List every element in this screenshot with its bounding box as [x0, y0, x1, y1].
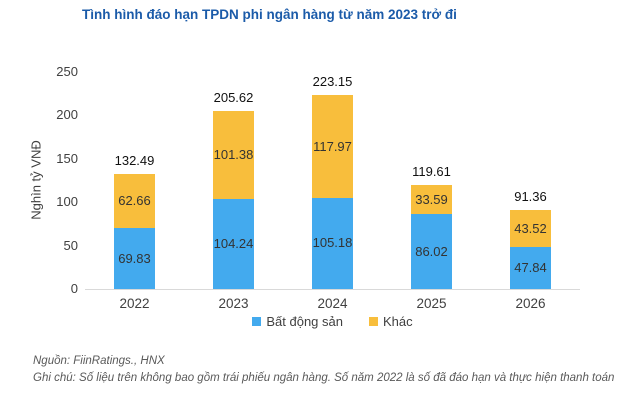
bar-segment-bat-dong-san [114, 228, 155, 289]
total-value-label: 119.61 [412, 164, 451, 180]
segment-value-label: 104.24 [213, 235, 254, 251]
legend-swatch-icon [368, 317, 378, 326]
segment-value-label: 69.83 [118, 250, 151, 266]
legend-label: Bất động sản [266, 314, 343, 329]
y-tick-label: 250 [56, 64, 78, 79]
segment-value-label: 86.02 [415, 243, 448, 259]
bar-segment-bat-dong-san [411, 214, 452, 289]
x-tick-label: 2026 [515, 296, 546, 311]
x-tick-label: 2023 [218, 296, 249, 311]
segment-value-label: 33.59 [415, 191, 448, 207]
bar-segment-bat-dong-san [510, 247, 551, 289]
legend-item: Bất động sản [252, 314, 343, 329]
segment-value-label: 117.97 [313, 138, 352, 154]
bar-segment-khac [510, 209, 551, 248]
segment-value-label: 105.18 [312, 235, 353, 251]
bar-segment-khac [411, 185, 452, 215]
total-value-label: 132.49 [114, 153, 155, 168]
total-value-label: 205.62 [213, 89, 254, 105]
legend-label: Khác [382, 314, 413, 329]
legend: Bất động sản Khác [85, 314, 580, 329]
chart-title: Tình hình đáo hạn TPDN phi ngân hàng từ … [82, 7, 457, 22]
segment-value-label: 43.52 [514, 220, 547, 236]
y-tick-label: 50 [63, 237, 78, 253]
bar-segment-bat-dong-san [312, 197, 353, 289]
bar-segment-khac [213, 110, 254, 199]
y-tick-label: 100 [56, 194, 78, 210]
footer-notes: Nguồn: FiinRatings., HNX Ghi chú: Số liệ… [33, 353, 619, 388]
bar-segment-khac [312, 95, 353, 198]
plot-area: 69.83 62.66 132.49 2022 104.24 101.38 205.62 20… [85, 72, 580, 311]
y-tick-label: 150 [56, 150, 78, 166]
y-tick-label: 200 [56, 107, 78, 123]
x-tick-label: 2022 [119, 296, 150, 311]
total-value-label: 223.15 [312, 74, 353, 90]
total-value-label: 91.36 [514, 188, 547, 204]
footer-source: Nguồn: FiinRatings., HNX [33, 355, 165, 367]
x-tick-label: 2025 [416, 296, 447, 311]
segment-value-label: 101.38 [213, 146, 254, 162]
bar-segment-bat-dong-san [213, 198, 254, 289]
x-tick-label: 2024 [317, 296, 348, 311]
segment-value-label: 62.66 [118, 193, 151, 209]
y-axis-ticks: 0 50 100 150 200 250 [40, 64, 78, 296]
bar-segment-khac [114, 174, 155, 229]
legend-swatch-icon [252, 317, 262, 326]
footer-note: Ghi chú: Số liệu trên không bao gồm trái… [33, 372, 615, 385]
y-tick-label: 0 [70, 281, 78, 296]
legend-item: Khác [368, 314, 413, 329]
segment-value-label: 47.84 [514, 260, 547, 276]
